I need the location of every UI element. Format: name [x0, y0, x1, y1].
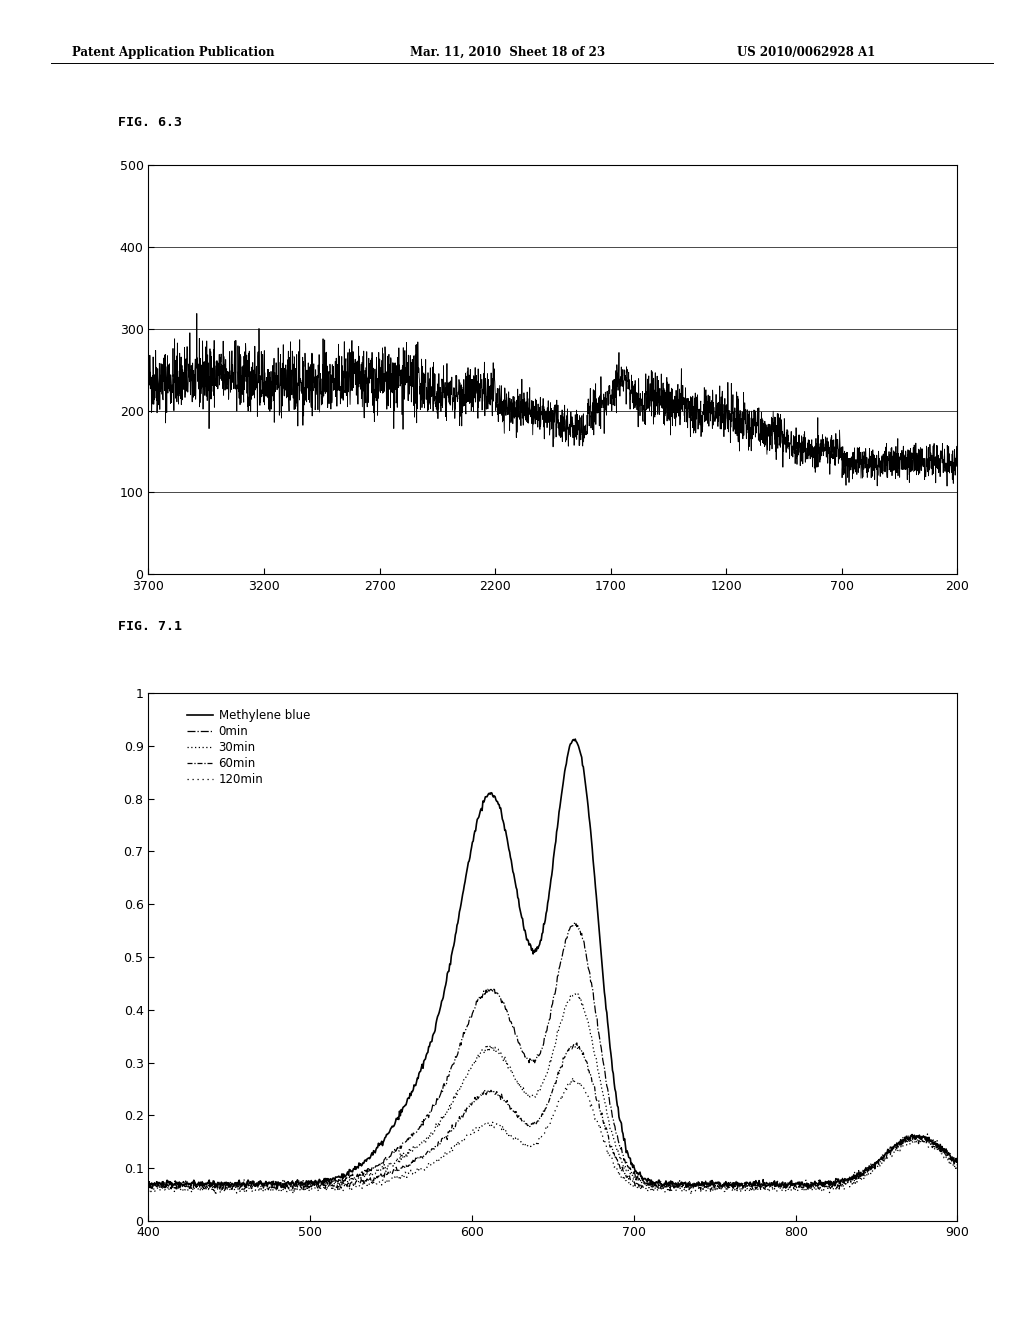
60min — [470, 1093, 482, 1109]
Methylene blue — [775, 1176, 787, 1192]
Methylene blue — [500, 822, 512, 838]
120min — [699, 1181, 712, 1197]
120min — [790, 1181, 802, 1197]
Line: 60min: 60min — [148, 1043, 957, 1191]
Line: Methylene blue: Methylene blue — [148, 739, 957, 1188]
Legend: Methylene blue, 0min, 30min, 60min, 120min: Methylene blue, 0min, 30min, 60min, 120m… — [186, 709, 310, 787]
60min — [218, 1183, 230, 1199]
Methylene blue — [142, 1173, 155, 1189]
0min — [470, 993, 482, 1008]
Text: FIG. 6.3: FIG. 6.3 — [118, 116, 182, 129]
Line: 30min: 30min — [148, 994, 957, 1188]
0min — [775, 1177, 787, 1193]
30min — [470, 1052, 482, 1068]
Methylene blue — [699, 1175, 712, 1191]
30min — [790, 1176, 802, 1192]
0min — [790, 1176, 802, 1192]
0min — [142, 1175, 155, 1191]
30min — [699, 1173, 712, 1189]
60min — [570, 1035, 583, 1051]
Methylene blue — [225, 1177, 238, 1193]
30min — [225, 1176, 238, 1192]
60min — [775, 1180, 787, 1196]
60min — [790, 1177, 802, 1193]
Line: 120min: 120min — [148, 1077, 957, 1196]
120min — [210, 1188, 222, 1204]
0min — [699, 1173, 712, 1189]
120min — [142, 1184, 155, 1200]
120min — [500, 1122, 512, 1138]
0min — [225, 1176, 238, 1192]
60min — [225, 1181, 238, 1197]
Text: US 2010/0062928 A1: US 2010/0062928 A1 — [737, 46, 876, 59]
Methylene blue — [790, 1175, 802, 1191]
60min — [142, 1180, 155, 1196]
60min — [500, 1094, 512, 1110]
120min — [225, 1181, 238, 1197]
Line: 0min: 0min — [148, 923, 957, 1189]
30min — [162, 1180, 174, 1196]
30min — [775, 1176, 787, 1192]
120min — [775, 1180, 787, 1196]
60min — [699, 1179, 712, 1195]
0min — [951, 1154, 964, 1170]
30min — [142, 1179, 155, 1195]
30min — [951, 1155, 964, 1171]
120min — [470, 1119, 482, 1135]
0min — [568, 915, 581, 931]
0min — [500, 1002, 512, 1018]
0min — [160, 1181, 172, 1197]
Text: FIG. 7.1: FIG. 7.1 — [118, 620, 182, 634]
60min — [951, 1158, 964, 1173]
Methylene blue — [951, 1154, 964, 1170]
120min — [566, 1069, 579, 1085]
Methylene blue — [569, 731, 582, 747]
Text: Mar. 11, 2010  Sheet 18 of 23: Mar. 11, 2010 Sheet 18 of 23 — [410, 46, 605, 59]
Methylene blue — [271, 1180, 284, 1196]
30min — [500, 1052, 512, 1068]
120min — [951, 1160, 964, 1176]
30min — [569, 986, 582, 1002]
Text: Patent Application Publication: Patent Application Publication — [72, 46, 274, 59]
Methylene blue — [470, 816, 482, 832]
